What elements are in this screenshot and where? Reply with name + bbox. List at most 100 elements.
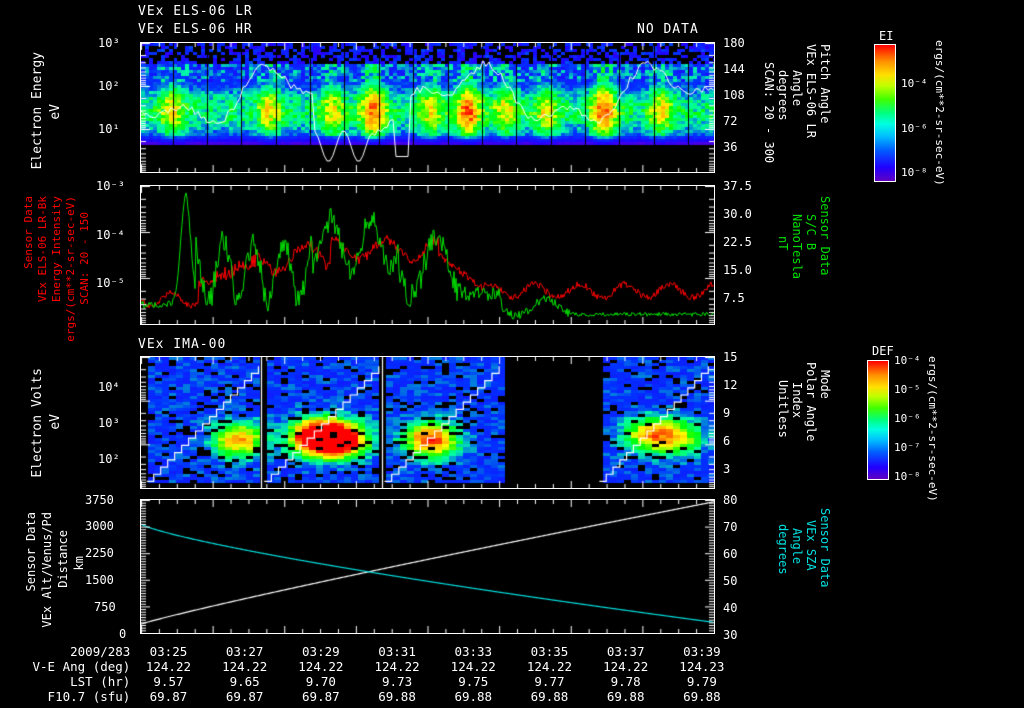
panel4-ytick-4: 750 bbox=[94, 600, 116, 614]
footer-row-label: F10.7 (sfu) bbox=[47, 689, 131, 704]
panel2-plot-area bbox=[140, 185, 715, 325]
panel3-y2label-4: Unitless bbox=[776, 380, 790, 438]
panel1-y2label-3: Angle bbox=[790, 70, 804, 107]
panel2-ytick-1: 10⁻⁴ bbox=[96, 228, 125, 242]
footer-cell: 03:27 bbox=[225, 644, 264, 659]
panel1-y2tick-0: 180 bbox=[723, 36, 745, 50]
panel2-y2label-2: S/C B bbox=[804, 214, 818, 251]
panel2-ytick-0: 10⁻³ bbox=[96, 179, 125, 193]
panel4-y2tick-3: 50 bbox=[723, 574, 738, 588]
panel4-y2tick-0: 80 bbox=[723, 493, 738, 507]
panel1-ylabel-1: Electron Energy bbox=[30, 52, 45, 170]
footer-cell: 124.22 bbox=[603, 659, 649, 674]
footer-cell: 03:25 bbox=[149, 644, 188, 659]
footer-cell: 9.79 bbox=[686, 674, 717, 689]
colorbar-def-tick-0: 10⁻⁴ bbox=[894, 354, 921, 367]
panel3-title: VEx IMA-00 bbox=[138, 337, 227, 352]
panel3-y2tick-3: 6 bbox=[723, 434, 731, 448]
panel3-ytick-1: 10³ bbox=[98, 416, 120, 430]
panel3-y2label-1: Mode bbox=[818, 370, 832, 399]
panel1-y2label-1: Pitch Angle bbox=[818, 44, 832, 124]
panel2-y2tick-4: 7.5 bbox=[723, 291, 745, 305]
panel4-y2label-1: Sensor Data bbox=[818, 508, 832, 588]
panel1-y2tick-4: 36 bbox=[723, 140, 738, 154]
panel4-ytick-5: 0 bbox=[119, 627, 127, 641]
panel2-y2label-1: Sensor Data bbox=[818, 196, 832, 276]
footer-cell: 69.87 bbox=[149, 689, 188, 704]
panel2-y2tick-1: 30.0 bbox=[723, 207, 752, 221]
colorbar-def-tick-2: 10⁻⁶ bbox=[894, 412, 921, 425]
footer-cell: 124.22 bbox=[145, 659, 192, 674]
panel1-y2tick-2: 108 bbox=[723, 88, 745, 102]
footer-cell: 9.57 bbox=[153, 674, 184, 689]
panel3-y2tick-0: 15 bbox=[723, 350, 738, 364]
colorbar-ei-title: EI bbox=[879, 29, 894, 43]
panel2-ytick-2: 10⁻⁵ bbox=[96, 276, 125, 290]
footer-metadata: 2009/283 03:25 03:27 03:29 03:31 03:33 03:35 03… bbox=[0, 644, 740, 704]
panel4-y2label-2: VEx SZA bbox=[804, 520, 818, 571]
panel1-title-lr: VEx ELS-06 LR bbox=[138, 4, 253, 19]
panel3-y2tick-1: 12 bbox=[723, 378, 738, 392]
panel4-ytick-2: 2250 bbox=[85, 546, 114, 560]
panel2-y2tick-2: 22.5 bbox=[723, 235, 752, 249]
footer-cell: 03:31 bbox=[378, 644, 416, 659]
panel1-no-data-label: NO DATA bbox=[637, 22, 699, 37]
colorbar-def-units: ergs/(cm**2-sr-sec-eV) bbox=[926, 356, 939, 502]
footer-row-label: V-E Ang (deg) bbox=[32, 659, 131, 674]
panel2-ylabel-1: Sensor Data bbox=[22, 196, 35, 269]
panel1-title-hr: VEx ELS-06 HR bbox=[138, 22, 253, 37]
footer-cell: 69.88 bbox=[530, 689, 569, 704]
panel4-y2tick-5: 30 bbox=[723, 628, 738, 642]
panel1-ytick-0: 10³ bbox=[98, 36, 120, 50]
panel2-y2label-3: NanoTesla bbox=[790, 214, 804, 280]
footer-cell: 03:37 bbox=[606, 644, 645, 659]
electron-energy-spectrogram-canvas bbox=[141, 43, 714, 172]
panel4-ylabel-3: Distance bbox=[56, 530, 70, 588]
footer-cell: 03:35 bbox=[530, 644, 569, 659]
panel4-y2tick-2: 60 bbox=[723, 547, 738, 561]
panel4-ytick-3: 1500 bbox=[85, 573, 114, 587]
panel1-ytick-2: 10¹ bbox=[98, 122, 120, 136]
panel4-y2label-4: degrees bbox=[776, 524, 790, 575]
footer-row-label: 2009/283 bbox=[70, 644, 131, 659]
panel2-ylabel-5: SCAN: 20 - 150 bbox=[78, 212, 91, 305]
footer-cell: 9.77 bbox=[534, 674, 565, 689]
panel2-ylabel-3: Energy Intensity bbox=[50, 196, 63, 302]
footer-row: LST (hr) 9.57 9.65 9.70 9.73 9.75 9.77 9.78 9.79 bbox=[0, 674, 740, 689]
footer-cell: 9.65 bbox=[229, 674, 260, 689]
colorbar-def-tick-3: 10⁻⁷ bbox=[894, 441, 921, 454]
footer-cell: 124.22 bbox=[298, 659, 344, 674]
footer-cell: 03:39 bbox=[683, 644, 721, 659]
panel4-plot-area bbox=[140, 499, 715, 634]
footer-row: 2009/283 03:25 03:27 03:29 03:31 03:33 03:35 03… bbox=[0, 644, 740, 659]
footer-cell: 69.88 bbox=[454, 689, 493, 704]
panel4-ylabel-4: km bbox=[72, 556, 86, 571]
colorbar-def-tick-1: 10⁻⁵ bbox=[894, 383, 921, 396]
footer-cell: 9.78 bbox=[610, 674, 641, 689]
panel4-ytick-0: 3750 bbox=[85, 493, 114, 507]
colorbar-ei-tick-2: 10⁻⁸ bbox=[901, 166, 928, 179]
colorbar-ei-units: ergs/(cm**2-sr-sec-eV) bbox=[933, 40, 946, 186]
panel4-ylabel-1: Sensor Data bbox=[24, 512, 38, 592]
footer-cell: 124.22 bbox=[450, 659, 496, 674]
colorbar-def bbox=[867, 360, 889, 480]
panel1-ylabel-2: eV bbox=[48, 104, 63, 120]
panel3-plot-area bbox=[140, 356, 715, 489]
panel3-ylabel-2: eV bbox=[48, 414, 63, 430]
panel1-y2label-2: VEx ELS-06 LR bbox=[804, 44, 818, 138]
panel1-ytick-1: 10² bbox=[98, 79, 120, 93]
footer-cell: 69.88 bbox=[378, 689, 416, 704]
colorbar-ei bbox=[874, 44, 896, 182]
footer-cell: 124.22 bbox=[222, 659, 268, 674]
panel2-y2label-4: nT bbox=[776, 236, 790, 251]
panel1-y2label-4: degrees bbox=[776, 70, 790, 121]
panel4-ylabel-2: VEx Alt/Venus/Pd bbox=[40, 512, 54, 628]
footer-cell: 69.88 bbox=[606, 689, 645, 704]
ion-spectrogram-canvas bbox=[141, 357, 714, 488]
footer-cell: 9.73 bbox=[382, 674, 413, 689]
footer-cell: 03:33 bbox=[454, 644, 493, 659]
footer-cell: 124.22 bbox=[374, 659, 420, 674]
panel3-ylabel-1: Electron Volts bbox=[30, 368, 45, 478]
footer-cell: 124.23 bbox=[679, 659, 725, 674]
footer-row-label: LST (hr) bbox=[70, 674, 131, 689]
